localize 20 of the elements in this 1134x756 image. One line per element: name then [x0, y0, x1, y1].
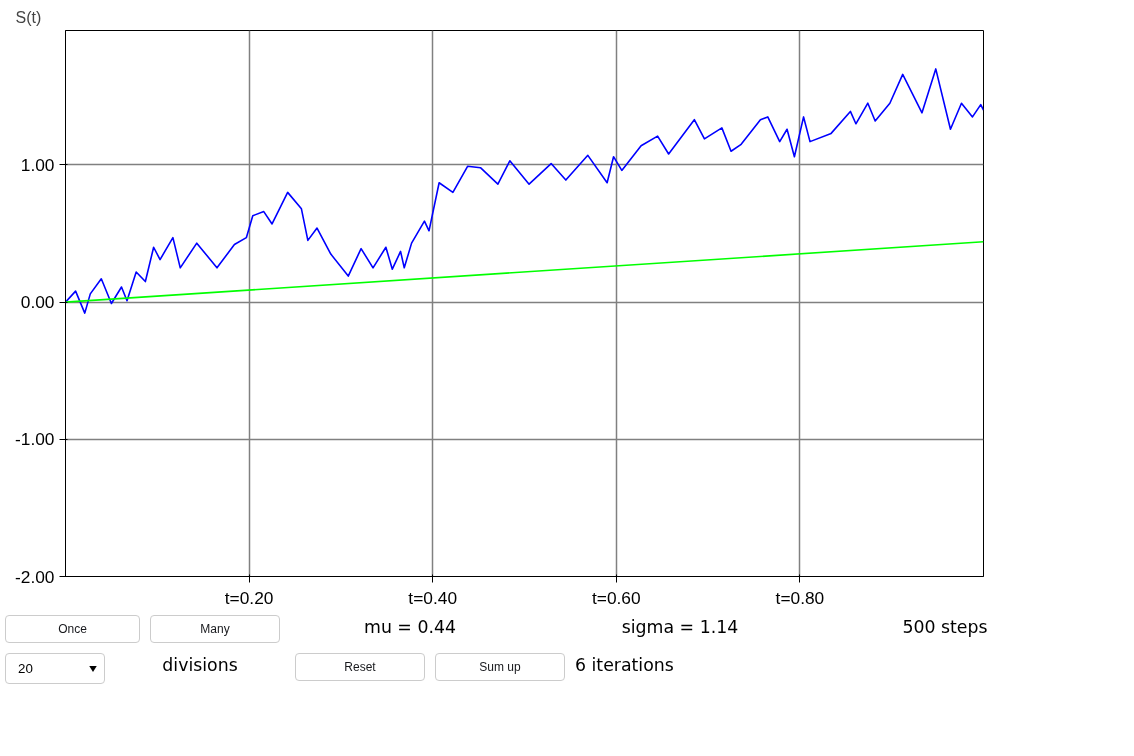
y-tick-label: -2.00: [15, 566, 55, 587]
line-series: [65, 68, 984, 314]
x-tick-label: t=0.40: [408, 587, 458, 608]
text: 20: [5, 653, 105, 685]
text: Once: [5, 615, 140, 643]
text: Reset: [295, 653, 425, 681]
y-axis-title: S(t): [15, 8, 42, 26]
text: 6 iterations: [575, 654, 674, 677]
text: divisions: [162, 654, 238, 677]
x-tick-label: t=0.20: [224, 587, 274, 608]
x-tick-label: t=0.80: [775, 587, 825, 608]
text: sigma = 1.14: [621, 616, 739, 639]
y-tick-label: 0.00: [20, 292, 55, 313]
text: Many: [150, 615, 280, 643]
text: mu = 0.44: [364, 616, 456, 639]
y-tick-label: -1.00: [15, 429, 55, 450]
x-tick-label: t=0.60: [591, 587, 641, 608]
y-tick-label: 1.00: [20, 154, 55, 175]
text: 500 steps: [902, 616, 988, 639]
text: Sum up: [435, 653, 565, 681]
